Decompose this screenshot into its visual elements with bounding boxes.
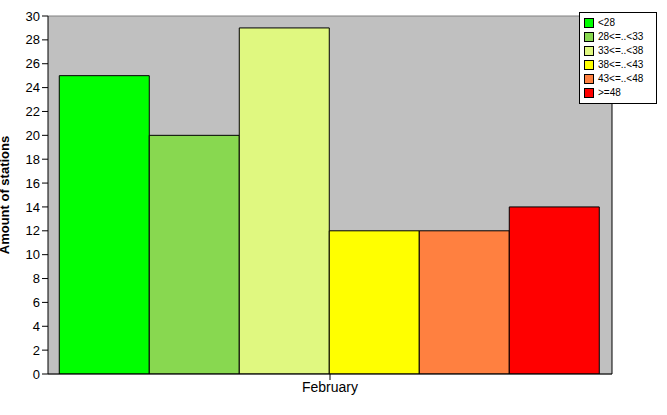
- svg-text:24: 24: [26, 80, 40, 95]
- svg-text:12: 12: [26, 223, 40, 238]
- svg-text:4: 4: [33, 319, 40, 334]
- svg-text:6: 6: [33, 295, 40, 310]
- svg-text:0: 0: [33, 367, 40, 382]
- html-text:28<=..<33: 28<=..<33: [598, 31, 644, 42]
- svg-text:22: 22: [26, 104, 40, 119]
- svg-text:14: 14: [26, 200, 40, 215]
- svg-text:18: 18: [26, 152, 40, 167]
- svg-text:26: 26: [26, 56, 40, 71]
- html-text:<28: <28: [598, 17, 615, 28]
- svg-text:February: February: [302, 379, 358, 395]
- html-text:38<=..<43: 38<=..<43: [598, 59, 644, 70]
- svg-text:30: 30: [26, 9, 40, 24]
- svg-text:2: 2: [33, 343, 40, 358]
- svg-text:10: 10: [26, 247, 40, 262]
- svg-text:8: 8: [33, 271, 40, 286]
- svg-text:Amount of stations: Amount of stations: [8, 136, 12, 254]
- html-text:43<=..<48: 43<=..<48: [598, 73, 644, 84]
- svg-text:20: 20: [26, 128, 40, 143]
- svg-text:16: 16: [26, 176, 40, 191]
- html-text:33<=..<38: 33<=..<38: [598, 45, 644, 56]
- svg-text:28: 28: [26, 32, 40, 47]
- html-text:>=48: >=48: [598, 87, 621, 98]
